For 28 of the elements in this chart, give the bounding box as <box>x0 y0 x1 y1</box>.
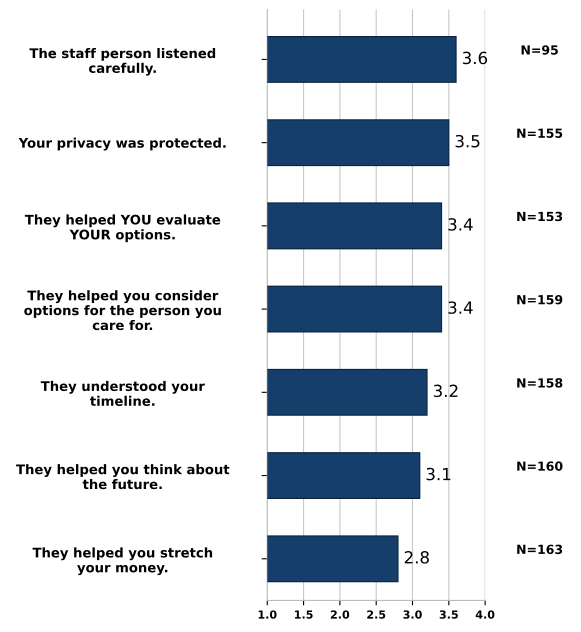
y-tick-label: The staff person listened carefully. <box>29 48 216 76</box>
x-tick-label: 4.0 <box>476 610 494 619</box>
text: N=158 <box>517 378 562 388</box>
y-tick-label: They helped you think about the future. <box>16 464 230 490</box>
x-tick-label: 3.5 <box>440 610 458 619</box>
x-tick-label: 2.5 <box>367 610 386 619</box>
text: N=160 <box>517 461 563 471</box>
y-tick-label: Your privacy was protected. <box>18 138 226 151</box>
text: N=95 <box>522 45 558 55</box>
x-tick-label: 1.0 <box>258 610 277 619</box>
data-label: 3.4 <box>448 301 473 314</box>
text: N=155 <box>517 128 562 138</box>
y-tick-label: They helped you stretch your money. <box>32 547 212 576</box>
x-tick-label: 2.0 <box>330 610 350 619</box>
text: N=159 <box>517 294 562 304</box>
data-label: 3.1 <box>426 468 450 480</box>
y-tick-label: They understood your timeline. <box>40 380 205 406</box>
text: N=153 <box>517 212 562 222</box>
y-tick-label: They helped you consider options for the person you care for. <box>24 290 221 330</box>
y-tick-label: They helped YOU evaluate YOUR options. <box>24 214 220 242</box>
x-tick-label: 1.5 <box>294 610 313 619</box>
data-label: 3.5 <box>456 134 480 148</box>
data-label: 3.4 <box>448 218 473 231</box>
data-label: 3.2 <box>434 384 458 398</box>
x-tick-label: 3.0 <box>403 610 422 619</box>
data-label: 2.8 <box>404 551 429 564</box>
data-label: 3.6 <box>462 52 488 64</box>
text: N=163 <box>517 544 562 554</box>
